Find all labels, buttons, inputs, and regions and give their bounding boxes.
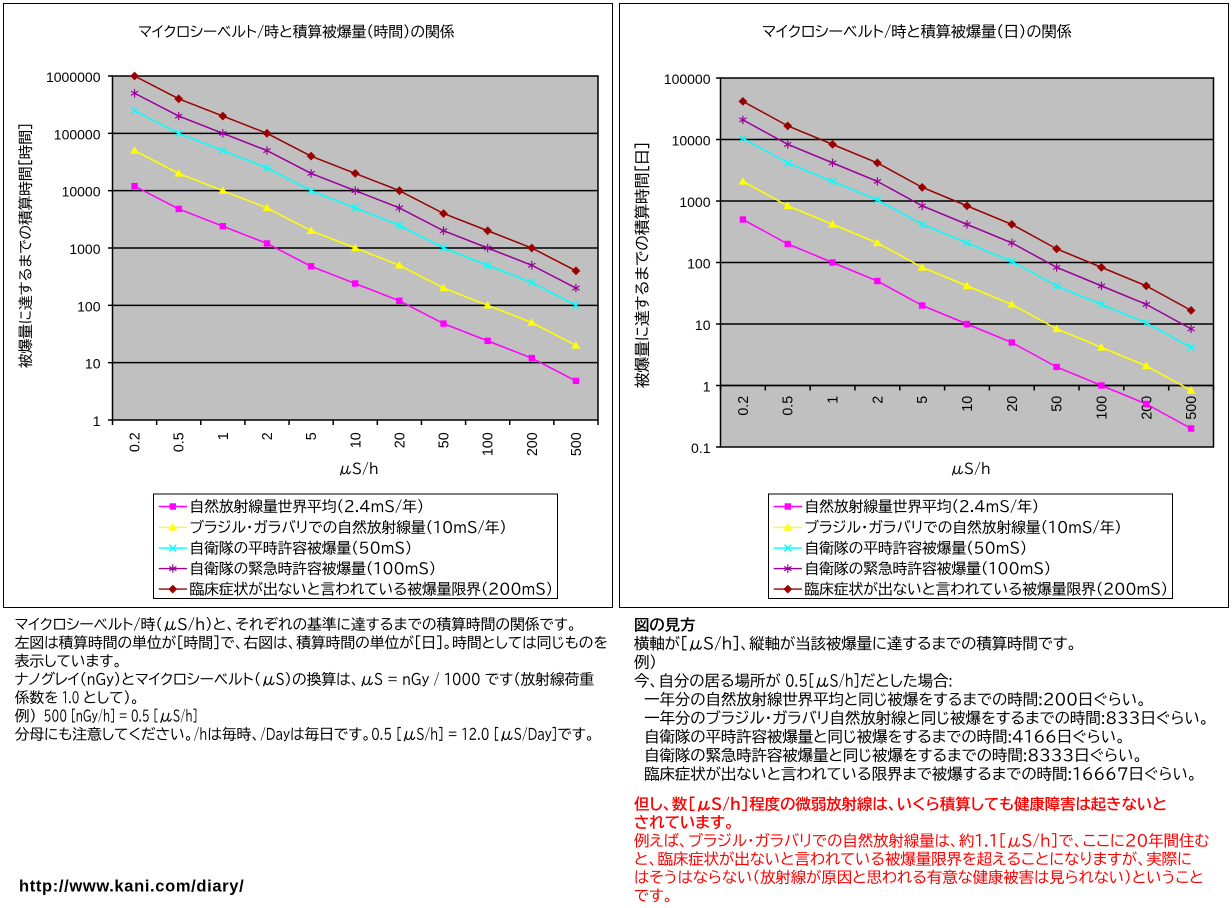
svg-text:100: 100 (1094, 396, 1110, 420)
svg-text:1: 1 (216, 432, 232, 440)
svg-text:0.5: 0.5 (172, 432, 188, 452)
svg-text:1000000: 1000000 (46, 69, 101, 85)
svg-text:100: 100 (687, 256, 711, 272)
svg-text:1000: 1000 (679, 194, 710, 210)
svg-text:5: 5 (304, 432, 320, 440)
svg-text:1: 1 (93, 413, 101, 429)
svg-text:10: 10 (348, 432, 364, 448)
svg-text:50: 50 (1050, 396, 1066, 412)
svg-text:20: 20 (1005, 396, 1021, 412)
svg-text:10: 10 (960, 396, 976, 412)
svg-text:10: 10 (695, 317, 711, 333)
svg-text:10000: 10000 (62, 184, 101, 200)
svg-text:10000: 10000 (672, 133, 711, 149)
svg-text:0.2: 0.2 (128, 432, 144, 452)
svg-text:100000: 100000 (664, 71, 711, 87)
svg-text:1: 1 (826, 396, 842, 404)
svg-text:2: 2 (260, 432, 276, 440)
svg-text:2: 2 (870, 396, 886, 404)
svg-text:10: 10 (85, 356, 101, 372)
svg-text:0.1: 0.1 (691, 440, 711, 456)
svg-text:500: 500 (569, 432, 585, 456)
svg-text:0.2: 0.2 (736, 396, 752, 416)
svg-text:http://www.kani.com/diary/: http://www.kani.com/diary/ (19, 878, 244, 896)
svg-text:50: 50 (437, 432, 453, 448)
svg-text:5: 5 (915, 396, 931, 404)
svg-text:100000: 100000 (54, 126, 101, 142)
svg-text:0.5: 0.5 (781, 396, 797, 416)
svg-text:1: 1 (703, 379, 711, 395)
svg-text:100: 100 (481, 432, 497, 456)
svg-text:20: 20 (392, 432, 408, 448)
svg-text:1000: 1000 (69, 241, 100, 257)
svg-text:200: 200 (525, 432, 541, 456)
svg-text:500: 500 (1184, 396, 1200, 420)
svg-text:100: 100 (77, 298, 101, 314)
